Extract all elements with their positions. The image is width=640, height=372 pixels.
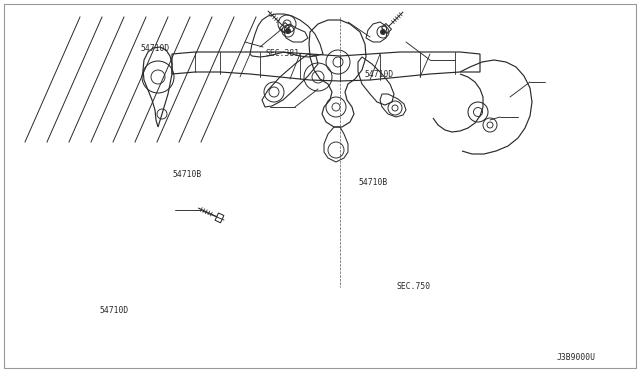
Circle shape <box>381 29 385 35</box>
Text: SEC.750: SEC.750 <box>397 282 431 291</box>
Text: 54710B: 54710B <box>173 170 202 179</box>
Text: J3B9000U: J3B9000U <box>557 353 596 362</box>
Circle shape <box>285 29 291 33</box>
Text: SEC.381: SEC.381 <box>266 49 300 58</box>
Text: 54710B: 54710B <box>358 178 388 187</box>
Text: 54710D: 54710D <box>141 44 170 53</box>
Text: 54710D: 54710D <box>365 70 394 79</box>
Text: 54710D: 54710D <box>99 306 129 315</box>
